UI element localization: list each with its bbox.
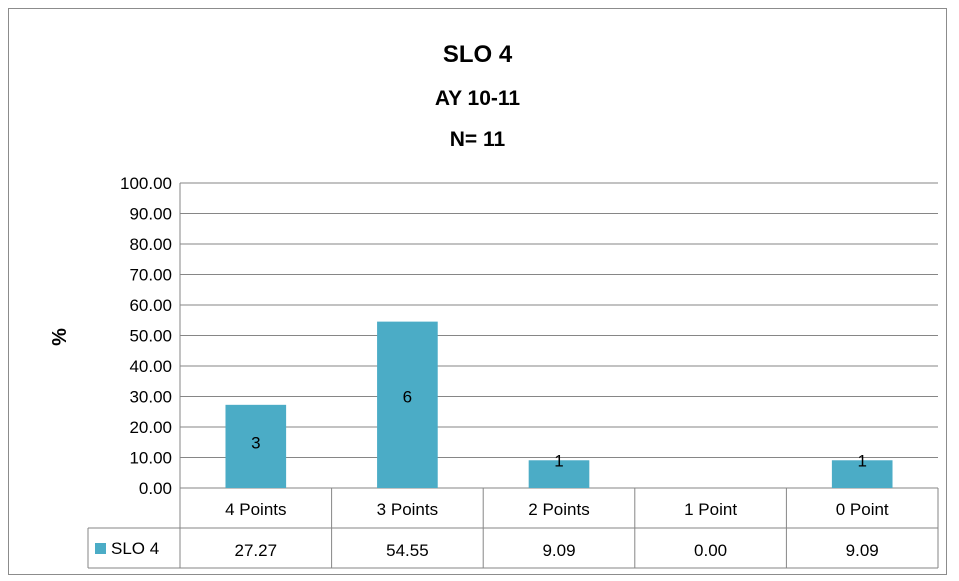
y-tick-label: 30.00 [129,388,172,407]
x-category-label: 0 Point [836,500,889,519]
bar-count-label: 6 [403,387,412,406]
bar [377,321,438,488]
y-tick-label: 10.00 [129,449,172,468]
chart-frame: SLO 4 AY 10-11 N= 11 [8,8,947,575]
y-tick-label: 70.00 [129,266,172,285]
bar [831,460,893,488]
x-category-label: 3 Points [377,500,438,519]
y-tick-label: 100.00 [120,174,172,193]
table-value: 0.00 [694,541,727,560]
chart-subtitle-year: AY 10-11 [434,87,521,110]
y-tick-label: 40.00 [129,357,172,376]
legend-series-name: SLO 4 [111,539,159,558]
chart-subtitle-n: N= 11 [449,128,506,151]
bar-count-label: 3 [251,433,260,452]
bar [225,404,287,488]
chart-title: SLO 4 [442,41,513,68]
table-value: 9.09 [846,541,879,560]
legend-swatch [95,543,106,554]
bar [528,460,590,488]
table-value: 9.09 [542,541,575,560]
x-category-label: 2 Points [528,500,589,519]
bar-count-label: 1 [554,451,563,470]
y-tick-label: 20.00 [129,418,172,437]
y-tick-label: 80.00 [129,235,172,254]
bar-count-label: 1 [857,451,866,470]
y-tick-label: 50.00 [129,327,172,346]
y-tick-label: 90.00 [129,205,172,224]
table-value: 27.27 [235,541,278,560]
table-value: 54.55 [386,541,429,560]
x-category-label: 1 Point [684,500,737,519]
y-tick-label: 60.00 [129,296,172,315]
y-tick-label: 0.00 [139,479,172,498]
x-category-label: 4 Points [225,500,286,519]
y-axis-label: % [49,328,71,346]
